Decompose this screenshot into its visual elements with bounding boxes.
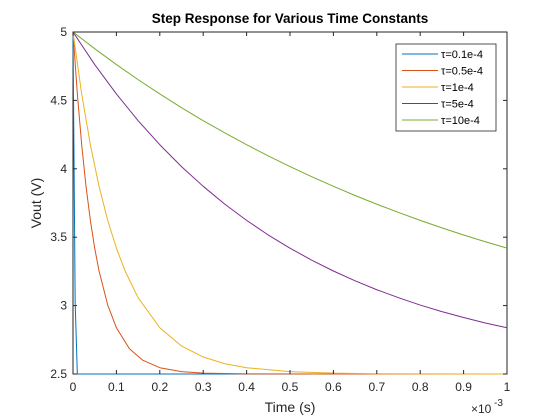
x-axis-label: Time (s) [265, 399, 316, 415]
x-tick-label: 0.7 [368, 380, 385, 394]
y-tick-label: 3.5 [50, 230, 67, 244]
x-axis-ticks: 0 0.1 0.2 0.3 0.4 0.5 0.6 0.7 0.8 0.9 1 [70, 32, 511, 394]
y-axis-ticks: 2.5 3 3.5 4 4.5 5 [50, 25, 507, 381]
legend-items: τ=0.1e-4 τ=0.5e-4 τ=1e-4 τ=5e-4 τ=10e-4 [402, 49, 483, 127]
legend-entry: τ=0.1e-4 [441, 49, 483, 61]
y-tick-label: 4.5 [50, 93, 67, 107]
y-tick-label: 4 [60, 162, 67, 176]
chart-title: Step Response for Various Time Constants [152, 11, 429, 26]
series-line [72, 31, 507, 375]
y-tick-label: 5 [60, 25, 67, 39]
series-line [72, 31, 507, 375]
x-axis-exponent-base: ×10 [471, 402, 492, 416]
legend-entry: τ=5e-4 [441, 99, 474, 111]
series-line [72, 31, 508, 375]
x-tick-label: 0.4 [238, 380, 255, 394]
x-tick-label: 0.9 [455, 380, 472, 394]
series-layer [72, 31, 508, 375]
legend-entry: τ=10e-4 [441, 115, 480, 127]
legend: τ=0.1e-4 τ=0.5e-4 τ=1e-4 τ=5e-4 τ=10e-4 [395, 43, 497, 132]
series-line [72, 31, 508, 329]
x-tick-label: 0.1 [108, 380, 125, 394]
x-tick-label: 0.6 [325, 380, 342, 394]
series-line [72, 31, 508, 249]
x-tick-label: 1 [504, 380, 511, 394]
y-tick-label: 2.5 [50, 367, 67, 381]
x-tick-label: 0.5 [282, 380, 299, 394]
legend-entry: τ=1e-4 [441, 82, 474, 94]
y-tick-label: 3 [60, 299, 67, 313]
legend-entry: τ=0.5e-4 [441, 66, 483, 78]
x-axis-exponent-power: -3 [494, 398, 503, 409]
x-tick-label: 0.8 [412, 380, 429, 394]
x-axis-exponent: ×10 -3 [471, 398, 503, 416]
y-axis-label: Vout (V) [28, 178, 44, 229]
x-tick-label: 0.2 [151, 380, 168, 394]
x-tick-label: 0.3 [195, 380, 212, 394]
x-tick-label: 0 [70, 380, 77, 394]
